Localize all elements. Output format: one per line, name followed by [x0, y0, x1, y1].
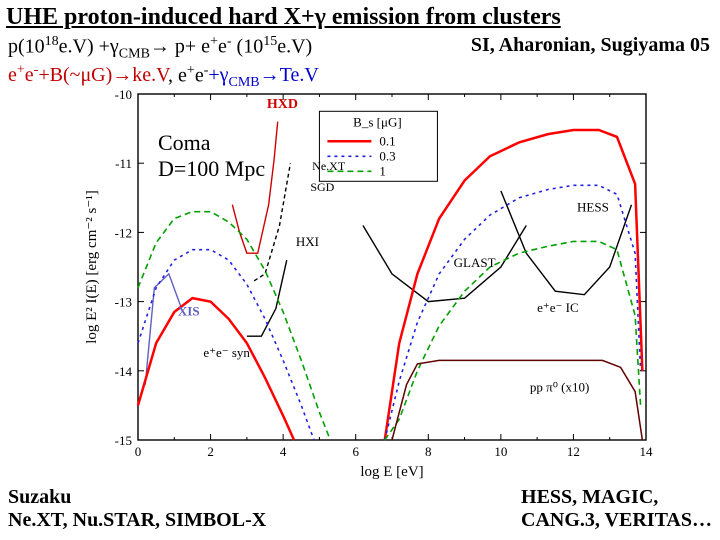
- svg-text:HXD: HXD: [267, 97, 298, 112]
- svg-text:HESS: HESS: [577, 200, 609, 215]
- svg-text:-15: -15: [115, 433, 132, 448]
- svg-text:1: 1: [379, 163, 386, 178]
- svg-text:0.1: 0.1: [379, 133, 395, 148]
- svg-text:8: 8: [425, 444, 432, 459]
- reactions-text: p(1018e.V) +γCMB→ p+ e+e- (1015e.V) e+e-…: [8, 34, 319, 92]
- svg-text:-14: -14: [115, 364, 133, 379]
- svg-text:4: 4: [280, 444, 287, 459]
- svg-text:-12: -12: [115, 225, 132, 240]
- spectrum-chart: 0 2 4 6 8 10 12 14 -15 -14 -13 -12 -11 -10 log E [eV] l…: [80, 84, 660, 482]
- svg-text:-11: -11: [115, 156, 132, 171]
- svg-text:e⁺e⁻ IC: e⁺e⁻ IC: [537, 300, 579, 315]
- svg-text:e⁺e⁻ syn: e⁺e⁻ syn: [203, 345, 250, 360]
- svg-text:XIS: XIS: [178, 303, 200, 318]
- svg-text:10: 10: [494, 444, 507, 459]
- svg-text:12: 12: [567, 444, 580, 459]
- svg-text:14: 14: [640, 444, 654, 459]
- svg-text:pp π⁰ (x10): pp π⁰ (x10): [530, 380, 589, 395]
- svg-text:Ne.XT: Ne.XT: [312, 159, 346, 173]
- svg-text:log E² I(E) [erg cm⁻² s⁻¹]: log E² I(E) [erg cm⁻² s⁻¹]: [84, 190, 100, 344]
- svg-text:0.3: 0.3: [379, 148, 395, 163]
- svg-text:-13: -13: [115, 295, 132, 310]
- svg-text:SGD: SGD: [310, 180, 334, 194]
- svg-text:-10: -10: [115, 87, 132, 102]
- bottom-left-instruments: Suzaku Ne.XT, Nu.STAR, SIMBOL-X: [8, 486, 266, 532]
- svg-text:log E [eV]: log E [eV]: [360, 464, 423, 480]
- slide-title: UHE proton-induced hard X+γ emission fro…: [6, 4, 561, 31]
- svg-text:HXI: HXI: [296, 234, 319, 249]
- svg-text:B_s [μG]: B_s [μG]: [353, 114, 402, 129]
- svg-text:2: 2: [207, 444, 214, 459]
- svg-text:GLAST: GLAST: [454, 255, 496, 270]
- svg-text:0: 0: [135, 444, 142, 459]
- bottom-right-instruments: HESS, MAGIC, CANG.3, VERITAS…: [521, 486, 712, 532]
- svg-text:6: 6: [352, 444, 359, 459]
- citation: SI, Aharonian, Sugiyama 05: [471, 34, 710, 57]
